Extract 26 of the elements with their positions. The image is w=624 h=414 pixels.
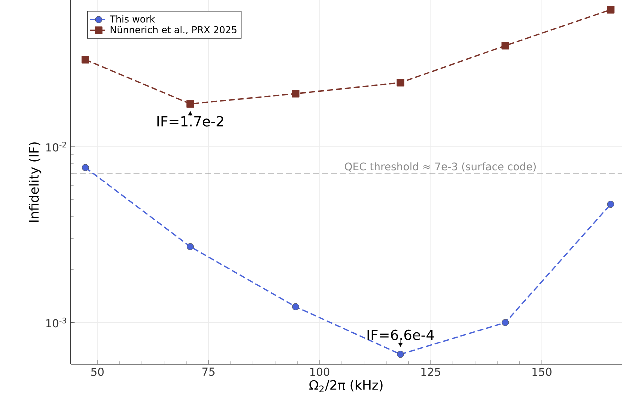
y-tick-label: 10$^{-2}$ xyxy=(46,142,66,152)
annotation: IF=6.6e-4 xyxy=(368,330,434,340)
point xyxy=(292,90,300,98)
legend-label: This work xyxy=(110,15,156,23)
point xyxy=(186,100,194,108)
x-tick-label: 100 xyxy=(310,368,330,376)
x-tick-label: 150 xyxy=(532,368,552,376)
x-tick-label: 50 xyxy=(92,368,104,376)
point xyxy=(292,303,300,310)
point xyxy=(607,6,615,14)
legend-label: Nünnerich et al., PRX 2025 xyxy=(110,26,237,34)
ref-line-label: QEC threshold ≈ 7e-3 (surface code) xyxy=(345,162,536,172)
point xyxy=(187,243,194,250)
x-axis-title: Ω$_{2}$/2π (kHz) xyxy=(310,380,383,392)
point xyxy=(502,319,510,326)
point xyxy=(82,164,90,172)
x-tick-label: 125 xyxy=(422,368,440,376)
point xyxy=(607,200,614,208)
point xyxy=(502,42,510,50)
point xyxy=(396,78,405,87)
point xyxy=(82,56,90,64)
x-tick-label: 75 xyxy=(202,368,215,376)
y-axis-title: Infidelity (IF) xyxy=(29,142,42,222)
annotation: IF=1.7e-2 xyxy=(158,116,224,127)
point xyxy=(397,350,404,358)
y-tick-label: 10$^{-3}$ xyxy=(46,318,66,328)
